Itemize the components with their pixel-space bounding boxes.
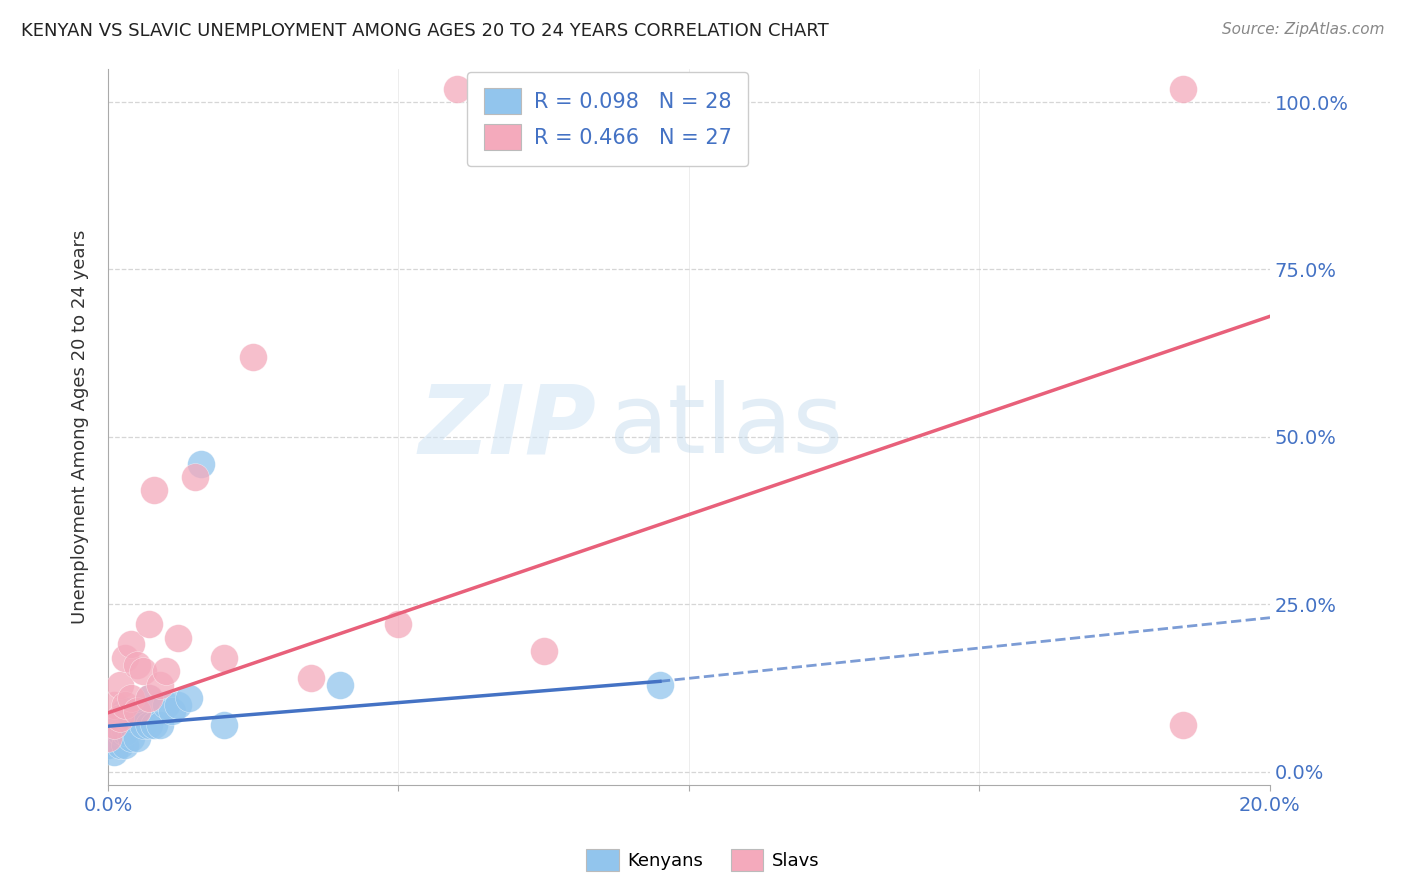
- Point: [387, 617, 409, 632]
- Point: [1171, 718, 1194, 732]
- Point: [138, 718, 160, 732]
- Point: [184, 470, 207, 484]
- Point: [108, 738, 131, 752]
- Point: [166, 698, 188, 712]
- Point: [212, 718, 235, 732]
- Text: atlas: atlas: [607, 380, 842, 474]
- Point: [132, 665, 155, 679]
- Point: [120, 638, 142, 652]
- Point: [125, 705, 148, 719]
- Point: [103, 718, 125, 732]
- Point: [166, 631, 188, 645]
- Point: [242, 350, 264, 364]
- Point: [648, 678, 671, 692]
- Point: [299, 671, 322, 685]
- Point: [114, 724, 136, 739]
- Point: [138, 691, 160, 706]
- Point: [114, 651, 136, 665]
- Point: [114, 705, 136, 719]
- Point: [1171, 81, 1194, 95]
- Point: [329, 678, 352, 692]
- Point: [138, 691, 160, 706]
- Point: [160, 705, 183, 719]
- Point: [108, 711, 131, 725]
- Legend: Kenyans, Slavs: Kenyans, Slavs: [579, 842, 827, 879]
- Point: [149, 678, 172, 692]
- Point: [120, 691, 142, 706]
- Point: [108, 711, 131, 725]
- Point: [446, 81, 468, 95]
- Point: [125, 705, 148, 719]
- Point: [190, 457, 212, 471]
- Point: [212, 651, 235, 665]
- Text: KENYAN VS SLAVIC UNEMPLOYMENT AMONG AGES 20 TO 24 YEARS CORRELATION CHART: KENYAN VS SLAVIC UNEMPLOYMENT AMONG AGES…: [21, 22, 830, 40]
- Point: [155, 698, 177, 712]
- Y-axis label: Unemployment Among Ages 20 to 24 years: Unemployment Among Ages 20 to 24 years: [72, 229, 89, 624]
- Point: [149, 718, 172, 732]
- Point: [97, 731, 120, 746]
- Point: [97, 738, 120, 752]
- Point: [114, 738, 136, 752]
- Point: [155, 665, 177, 679]
- Point: [143, 483, 166, 498]
- Point: [138, 617, 160, 632]
- Point: [125, 657, 148, 672]
- Point: [114, 698, 136, 712]
- Point: [108, 678, 131, 692]
- Point: [103, 698, 125, 712]
- Point: [125, 731, 148, 746]
- Point: [103, 745, 125, 759]
- Text: Source: ZipAtlas.com: Source: ZipAtlas.com: [1222, 22, 1385, 37]
- Text: ZIP: ZIP: [418, 380, 596, 474]
- Point: [179, 691, 201, 706]
- Point: [120, 711, 142, 725]
- Legend: R = 0.098   N = 28, R = 0.466   N = 27: R = 0.098 N = 28, R = 0.466 N = 27: [467, 71, 748, 166]
- Point: [103, 718, 125, 732]
- Point: [108, 724, 131, 739]
- Point: [97, 731, 120, 746]
- Point: [143, 718, 166, 732]
- Point: [132, 718, 155, 732]
- Point: [120, 731, 142, 746]
- Point: [103, 731, 125, 746]
- Point: [533, 644, 555, 658]
